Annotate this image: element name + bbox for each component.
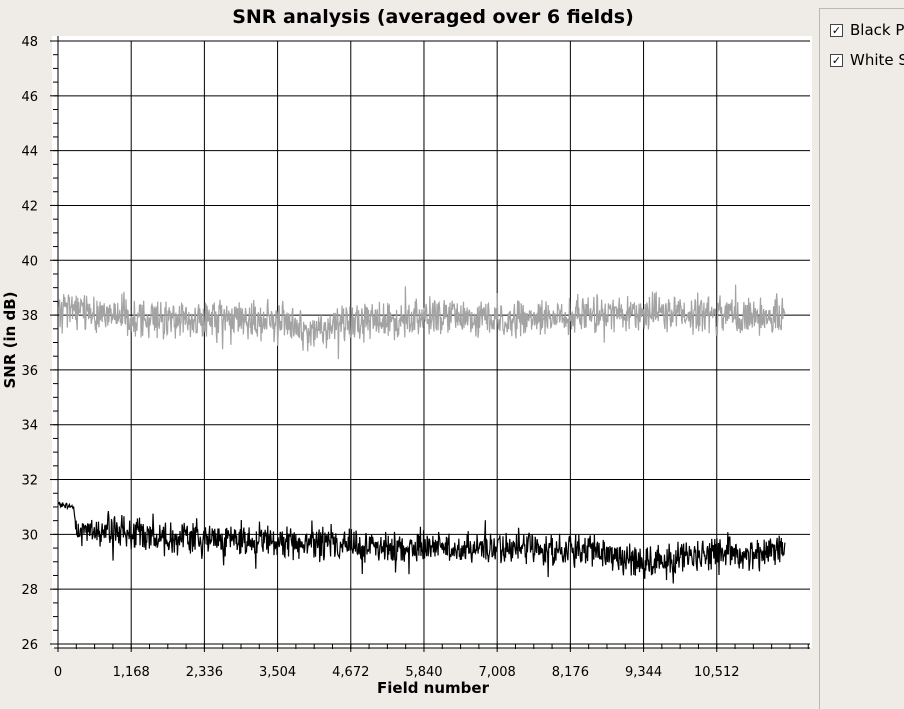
series-line-black-psnr: [57, 501, 786, 584]
y-tick-label: 26: [21, 638, 38, 653]
legend-panel: ✓ Black PSNR ✓ White SNR: [819, 8, 904, 709]
y-tick-label: 34: [21, 419, 38, 434]
y-tick-label: 36: [21, 364, 38, 379]
x-tick-label: 1,168: [113, 665, 150, 680]
x-tick-label: 5,840: [405, 665, 442, 680]
chart-title: SNR analysis (averaged over 6 fields): [232, 6, 634, 28]
series-line-white-snr: [57, 284, 786, 360]
x-tick-label: 8,176: [552, 665, 589, 680]
series-layer: [57, 284, 786, 584]
x-tick-label: 3,504: [259, 665, 296, 680]
y-tick-label: 40: [21, 254, 38, 269]
x-tick-label: 4,672: [332, 665, 369, 680]
legend-item-black-psnr[interactable]: ✓ Black PSNR: [830, 21, 904, 39]
x-tick-label: 10,512: [694, 665, 740, 680]
legend-label-black-psnr: Black PSNR: [850, 21, 904, 39]
axes: [50, 36, 810, 652]
y-tick-label: 48: [21, 35, 38, 50]
legend-item-white-snr[interactable]: ✓ White SNR: [830, 51, 904, 69]
y-tick-label: 30: [21, 528, 38, 543]
x-axis-label: Field number: [377, 679, 489, 697]
y-tick-label: 46: [21, 90, 38, 105]
x-tick-label: 0: [54, 665, 62, 680]
legend-label-white-snr: White SNR: [850, 51, 904, 69]
y-tick-label: 32: [21, 474, 38, 489]
x-tick-label: 7,008: [479, 665, 516, 680]
y-tick-label: 44: [21, 145, 38, 160]
legend-checkbox-black-psnr[interactable]: ✓: [830, 23, 843, 37]
x-tick-label: 9,344: [625, 665, 662, 680]
legend-checkbox-white-snr[interactable]: ✓: [830, 53, 843, 67]
y-tick-label: 42: [21, 199, 38, 214]
tick-labels: 26 28 30 32 34 36 38 40 42 44 46 48 0 1,168 2,336 3,504…: [21, 35, 739, 680]
y-tick-label: 38: [21, 309, 38, 324]
x-tick-label: 2,336: [186, 665, 223, 680]
y-axis-label: SNR (in dB): [1, 291, 19, 389]
y-tick-label: 28: [21, 583, 38, 598]
